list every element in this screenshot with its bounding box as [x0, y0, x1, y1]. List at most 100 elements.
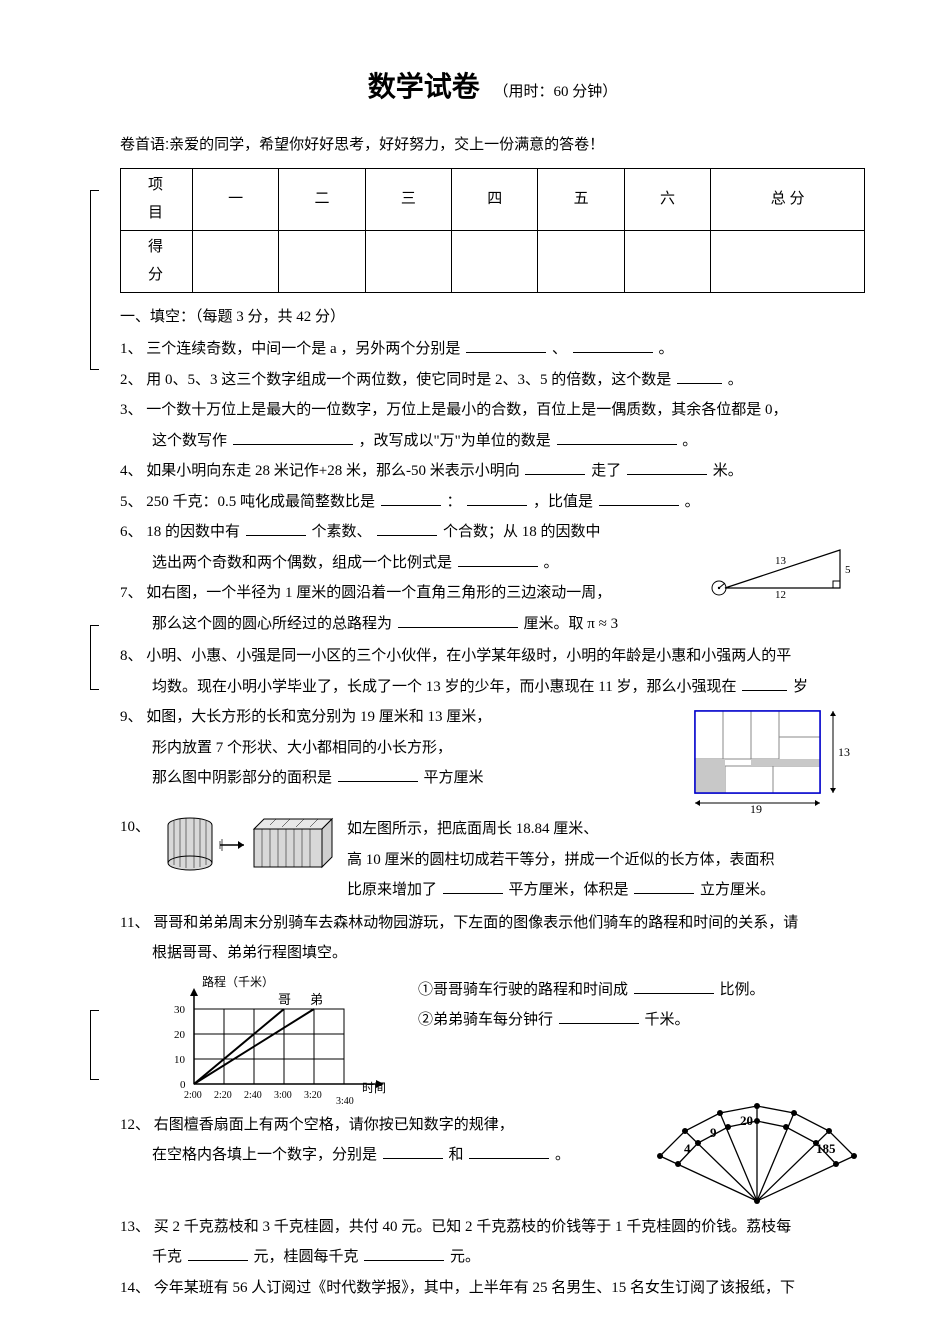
row-head: 得 分	[121, 230, 193, 292]
xtick: 3:00	[274, 1090, 292, 1101]
blank	[458, 550, 538, 567]
qtext: 。	[728, 372, 743, 388]
blank	[634, 878, 694, 895]
score-cell	[279, 230, 365, 292]
question-11: 11、 哥哥和弟弟周末分别骑车去森林动物园游玩，下左面的图像表示他们骑车的路程和…	[120, 909, 865, 938]
series-label-di: 弟	[310, 992, 323, 1007]
blank	[364, 1245, 444, 1262]
question-12: 12、 右图檀香扇面上有两个空格，请你按已知数字的规律，	[120, 1111, 865, 1140]
blank	[469, 1143, 549, 1160]
blank	[573, 337, 653, 354]
qnum: 6、	[120, 518, 143, 547]
score-cell	[365, 230, 451, 292]
section-head: 一、填空：（每题 3 分，共 42 分）	[120, 303, 865, 332]
xtick: 3:20	[304, 1090, 322, 1101]
qtext: 如左图所示，把底面周长 18.84 厘米、	[347, 821, 598, 837]
ytick: 10	[174, 1054, 186, 1066]
qnum: 9、	[120, 703, 143, 732]
question-4: 4、 如果小明向东走 28 米记作+28 米，那么-50 米表示小明向 走了 米…	[120, 457, 865, 486]
q10-b: 高 10 厘米的圆柱切成若干等分，拼成一个近似的长方体，表面积	[347, 846, 865, 875]
question-13: 13、 买 2 千克荔枝和 3 千克桂圆，共付 40 元。已知 2 千克荔枝的价…	[120, 1213, 865, 1242]
blank	[381, 489, 441, 506]
row-head: 项 目	[121, 168, 193, 230]
qnum: 10、	[120, 819, 150, 835]
col-head: 五	[538, 168, 624, 230]
question-2: 2、 用 0、5、3 这三个数字组成一个两位数，使它同时是 2、3、5 的倍数，…	[120, 366, 865, 395]
score-cell	[711, 230, 865, 292]
question-3b: 这个数写作 ，改写成以"万"为单位的数是 。	[120, 427, 865, 456]
qtext: 元，桂圆每千克	[254, 1249, 359, 1265]
xtick: 2:20	[214, 1090, 232, 1101]
qtext: 。	[685, 494, 700, 510]
col-head: 六	[624, 168, 710, 230]
qtext: 厘米。取 π ≈ 3	[524, 616, 619, 632]
question-13b: 千克 元，桂圆每千克 元。	[120, 1243, 865, 1272]
qtext: 18 的因数中有	[146, 524, 240, 540]
blank	[627, 459, 707, 476]
blank	[467, 489, 527, 506]
blank	[398, 611, 518, 628]
table-row: 项 目 一 二 三 四 五 六 总 分	[121, 168, 865, 230]
question-8b: 均数。现在小明小学毕业了，长成了一个 13 岁的少年，而小惠现在 11 岁，那么…	[120, 673, 865, 702]
qnum: 13、	[120, 1213, 150, 1242]
qtext: 立方厘米。	[700, 882, 775, 898]
qtext: 小明、小惠、小强是同一小区的三个小伙伴，在小学某年级时，小明的年龄是小惠和小强两…	[146, 648, 791, 664]
blank	[525, 459, 585, 476]
qtext: 和	[449, 1147, 464, 1163]
ytick: 20	[174, 1029, 186, 1041]
blank	[634, 977, 714, 994]
qtext: 根据哥哥、弟弟行程图填空。	[152, 945, 347, 961]
qtext: 形内放置 7 个形状、大小都相同的小长方形，	[152, 740, 452, 756]
question-1: 1、 三个连续奇数，中间一个是 a ，另外两个分别是 、 。	[120, 335, 865, 364]
score-cell	[452, 230, 538, 292]
qtext: ：	[447, 494, 462, 510]
question-6: 6、 18 的因数中有 个素数、 个合数；从 18 的因数中	[120, 518, 865, 547]
qtext: 比例。	[720, 982, 765, 998]
qnum: 14、	[120, 1274, 150, 1303]
qtext: 一个数十万位上是最大的一位数字，万位上是最小的合数，百位上是一偶质数，其余各位都…	[146, 402, 787, 418]
qtext: ，比值是	[533, 494, 593, 510]
xtick: 2:00	[184, 1090, 202, 1101]
score-cell	[624, 230, 710, 292]
x-axis-label: 时间	[362, 1081, 386, 1095]
qtext: 。	[682, 433, 697, 449]
question-9c: 那么图中阴影部分的面积是 平方厘米	[120, 764, 865, 793]
main-title: 数学试卷	[368, 71, 480, 102]
qnum: 2、	[120, 366, 143, 395]
qtext: ②弟弟骑车每分钟行	[418, 1012, 553, 1028]
question-12b: 在空格内各填上一个数字，分别是 和 。	[120, 1141, 865, 1170]
qtext: 如右图，一个半径为 1 厘米的圆沿着一个直角三角形的三边滚动一周，	[146, 585, 611, 601]
question-3: 3、 一个数十万位上是最大的一位数字，万位上是最小的合数，百位上是一偶质数，其余…	[120, 396, 865, 425]
cylinder-figure	[162, 813, 337, 878]
blank	[443, 878, 503, 895]
qtext: 用 0、5、3 这三个数字组成一个两位数，使它同时是 2、3、5 的倍数，这个数…	[146, 372, 671, 388]
blank	[188, 1245, 248, 1262]
col-head: 四	[452, 168, 538, 230]
qtext: 在空格内各填上一个数字，分别是	[152, 1147, 377, 1163]
col-head: 二	[279, 168, 365, 230]
rect-w: 19	[750, 802, 762, 813]
qtext: 个素数、	[312, 524, 372, 540]
blank	[246, 520, 306, 537]
subtitle: （用时：60 分钟）	[494, 84, 618, 100]
question-11b: 根据哥哥、弟弟行程图填空。	[120, 939, 865, 968]
preamble: 卷首语:亲爱的同学，希望你好好思考，好好努力，交上一份满意的答卷！	[120, 131, 865, 160]
col-head: 一	[193, 168, 279, 230]
blank	[377, 520, 437, 537]
table-row: 得 分	[121, 230, 865, 292]
question-14: 14、 今年某班有 56 人订阅过《时代数学报》，其中，上半年有 25 名男生、…	[120, 1274, 865, 1303]
qtext: 元。	[450, 1249, 480, 1265]
qtext: 千米。	[645, 1012, 690, 1028]
question-6b: 选出两个奇数和两个偶数，组成一个比例式是 。	[120, 549, 865, 578]
blank	[559, 1008, 639, 1025]
qtext: 个合数；从 18 的因数中	[443, 524, 601, 540]
question-5: 5、 250 千克：0.5 吨化成最简整数比是 ： ，比值是 。	[120, 488, 865, 517]
qtext: 。	[658, 341, 673, 357]
qnum: 5、	[120, 488, 143, 517]
blank	[338, 766, 418, 783]
blank	[466, 337, 546, 354]
series-label-ge: 哥	[278, 992, 291, 1007]
qtext: 高 10 厘米的圆柱切成若干等分，拼成一个近似的长方体，表面积	[347, 852, 775, 868]
qtext: 走了	[591, 463, 621, 479]
qtext: 米。	[713, 463, 743, 479]
